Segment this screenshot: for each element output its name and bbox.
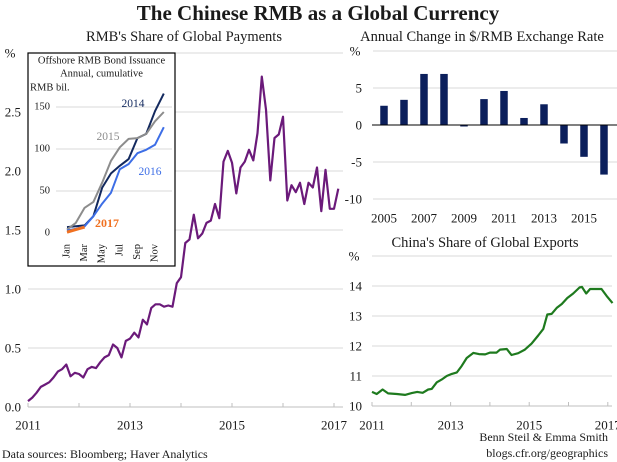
bar-2009: [460, 125, 468, 127]
x-tick-label: 2009: [451, 211, 477, 226]
inset-x-tick-label: May: [97, 243, 108, 263]
y-tick-label: 2.0: [5, 164, 21, 179]
inset-x-tick-label: Mar: [79, 244, 90, 262]
x-tick-label: 2013: [531, 211, 557, 226]
exchange-rate-chart-title: Annual Change in $/RMB Exchange Rate: [360, 29, 604, 45]
inset-x-tick-label: Sep: [132, 244, 143, 260]
inset-y-tick-label: 50: [40, 186, 51, 197]
inset-x-tick-label: Jul: [114, 244, 125, 256]
bar-2015: [580, 125, 588, 157]
bar-2010: [480, 99, 488, 125]
series-line-rmb-payments-share: [27, 75, 340, 402]
inset-title: Offshore RMB Bond Issuance: [38, 56, 166, 67]
bar-2016: [600, 125, 608, 175]
x-tick-label: 2013: [117, 418, 143, 433]
x-tick-label: 2005: [371, 211, 397, 226]
authors-credit: Benn Steil & Emma Smith: [479, 430, 608, 444]
y-axis-unit-label: %: [5, 46, 16, 61]
bar-2011: [500, 90, 508, 125]
exports-chart: 10 11 12 13 14% 2011 2013 2015 2017: [349, 249, 617, 433]
data-sources-note: Data sources: Bloomberg; Haver Analytics: [2, 447, 208, 461]
x-tick-label: 2011: [359, 418, 385, 433]
y-tick-label: 1.5: [5, 223, 21, 238]
x-tick-label: 2015: [571, 211, 597, 226]
exports-chart-title: China's Share of Global Exports: [391, 235, 578, 251]
inset-x-tick-label: Nov: [150, 243, 161, 262]
bar-2005: [380, 105, 388, 125]
x-tick-label: 2013: [438, 418, 464, 433]
inset-series-label-2014: 2014: [122, 98, 145, 110]
inset-series-label-2015: 2015: [97, 131, 120, 143]
main-title: The Chinese RMB as a Global Currency: [137, 1, 500, 25]
inset-y-tick-label: 100: [34, 144, 50, 155]
x-tick-label: 2017: [595, 418, 617, 433]
y-tick-label: 14: [349, 279, 363, 294]
y-tick-label: 13: [349, 309, 362, 324]
bond-issuance-inset-chart: Offshore RMB Bond Issuance Annual, cumula…: [27, 52, 176, 267]
exchange-rate-bar-chart: -10 -5 0 5% 2005 2007 2009 2011 2013 2015: [345, 44, 617, 226]
y-tick-label: 11: [349, 369, 362, 384]
bar-2008: [440, 73, 448, 125]
inset-x-tick-label: Jan: [62, 243, 73, 258]
y-tick-label: -5: [351, 155, 362, 170]
y-axis-unit-label: %: [349, 249, 360, 264]
y-tick-label: 0.5: [5, 341, 21, 356]
y-tick-label: 0.0: [5, 400, 21, 415]
inset-series-line-2017: [66, 225, 86, 234]
y-tick-label: 1.0: [5, 282, 21, 297]
y-tick-label: 10: [349, 399, 362, 414]
x-tick-label: 2011: [15, 418, 41, 433]
series-line-exports-share: [371, 285, 614, 396]
bar-2014: [560, 125, 568, 144]
bar-2007: [420, 73, 428, 125]
inset-series-label-2017: 2017: [95, 216, 119, 230]
y-tick-label: 0: [356, 118, 363, 133]
x-tick-label: 2015: [516, 418, 542, 433]
x-tick-label: 2015: [219, 418, 245, 433]
x-tick-label: 2007: [411, 211, 438, 226]
inset-y-tick-label: 150: [34, 102, 50, 113]
bar-2006: [400, 99, 408, 125]
y-tick-label: 12: [349, 339, 362, 354]
source-url: blogs.cfr.org/geographics: [486, 446, 608, 460]
y-tick-label: 2.5: [5, 105, 21, 120]
bar-2013: [540, 104, 548, 125]
payments-chart-title: RMB's Share of Global Payments: [86, 29, 282, 45]
inset-series-line-2015: [66, 111, 165, 231]
y-tick-label: -10: [345, 192, 362, 207]
inset-series-label-2016: 2016: [139, 166, 162, 178]
y-axis-unit-label: %: [350, 44, 361, 59]
inset-y-unit-label: RMB bil.: [30, 83, 70, 94]
inset-frame: [27, 52, 176, 267]
bar-2012: [520, 117, 528, 125]
inset-subtitle: Annual, cumulative: [60, 69, 143, 80]
y-tick-label: 5: [356, 81, 363, 96]
x-tick-label: 2011: [491, 211, 517, 226]
inset-y-tick-label: 0: [45, 228, 50, 239]
x-tick-label: 2017: [321, 418, 348, 433]
